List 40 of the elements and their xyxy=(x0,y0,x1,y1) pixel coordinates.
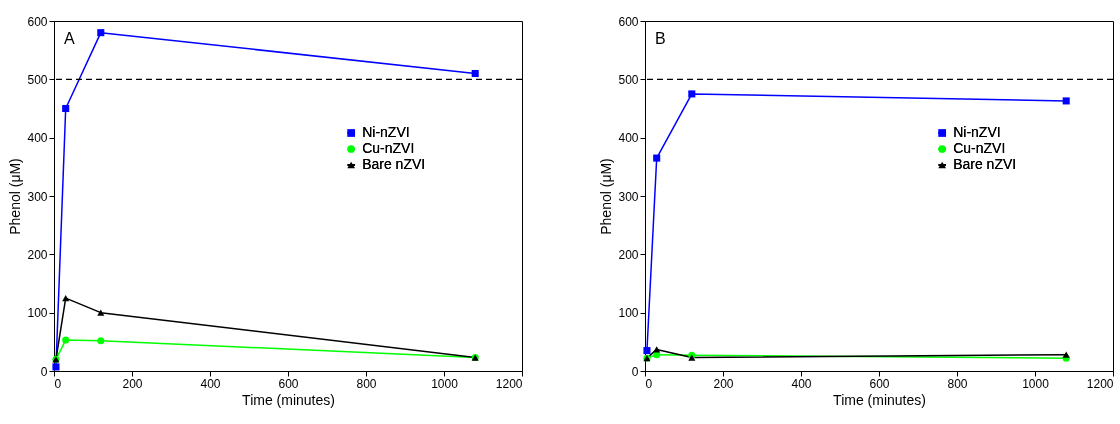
x-tick-label: 1000 xyxy=(1022,376,1050,391)
x-tick-label: 1200 xyxy=(1086,376,1114,391)
y-tick-label: 200 xyxy=(618,247,639,262)
y-tick-label: 200 xyxy=(27,247,48,262)
y-tick-label: 0 xyxy=(40,364,48,379)
x-tick-label: 0 xyxy=(54,376,62,391)
x-tick-label: 600 xyxy=(869,376,890,391)
y-tick-label: 500 xyxy=(27,72,48,87)
legend-label: Bare nZVI xyxy=(953,156,1017,172)
y-tick-label: 300 xyxy=(618,189,639,204)
x-tick-label: 1000 xyxy=(431,376,459,391)
y-tick-label: 0 xyxy=(631,364,639,379)
y-tick-label: 100 xyxy=(27,306,48,321)
y-tick-label: 600 xyxy=(618,14,639,29)
y-tick-label: 100 xyxy=(618,306,639,321)
y-tick-label: 400 xyxy=(618,131,639,146)
legend-label: Bare nZVI xyxy=(362,156,426,172)
y-axis-title: Phenol (μM) xyxy=(7,158,24,235)
x-tick-label: 400 xyxy=(200,376,221,391)
legend-label: Cu-nZVI xyxy=(362,140,415,156)
y-axis-title: Phenol (μM) xyxy=(598,158,615,235)
x-tick-label: 600 xyxy=(278,376,299,391)
x-tick-label: 800 xyxy=(356,376,377,391)
x-tick-label: 200 xyxy=(122,376,143,391)
y-tick-label: 500 xyxy=(618,72,639,87)
x-tick-label: 800 xyxy=(947,376,968,391)
annotation: A xyxy=(64,30,75,47)
legend-label: Ni-nZVI xyxy=(953,124,1001,140)
x-axis-title: Time (minutes) xyxy=(242,391,335,408)
y-tick-label: 400 xyxy=(27,131,48,146)
y-tick-label: 600 xyxy=(27,14,48,29)
legend-label: Ni-nZVI xyxy=(362,124,410,140)
annotation: B xyxy=(655,30,666,47)
x-tick-label: 0 xyxy=(645,376,653,391)
x-tick-label: 1200 xyxy=(495,376,523,391)
legend-label: Cu-nZVI xyxy=(953,140,1006,156)
x-tick-label: 400 xyxy=(791,376,812,391)
x-tick-label: 200 xyxy=(713,376,734,391)
x-axis-title: Time (minutes) xyxy=(833,391,926,408)
y-tick-label: 300 xyxy=(27,189,48,204)
